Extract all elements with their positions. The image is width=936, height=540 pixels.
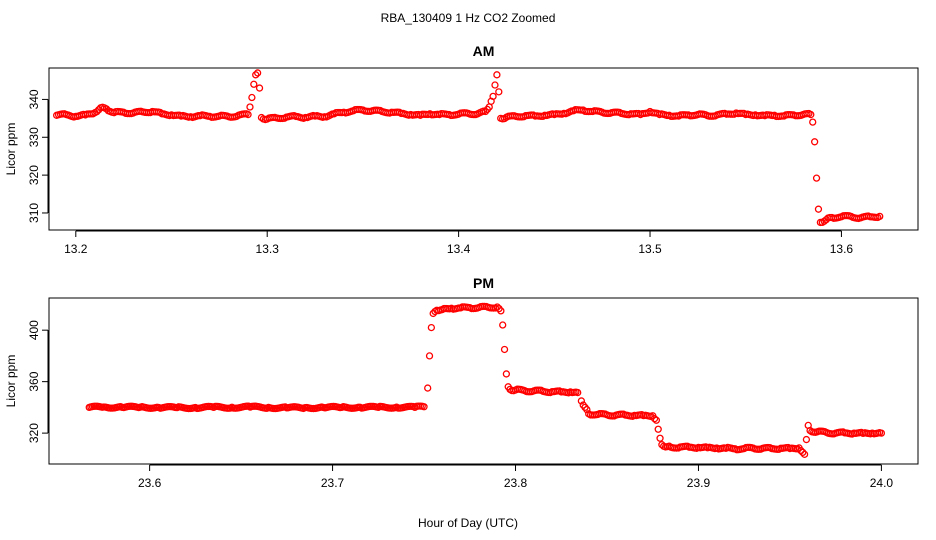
pm-data-point: [424, 384, 432, 392]
pm-data-point: [654, 425, 662, 433]
pm-x-tick-label: 23.8: [504, 476, 528, 490]
pm-data-point: [650, 415, 659, 423]
am-x-tick-label: 13.5: [638, 242, 662, 256]
am-data-point: [252, 71, 260, 79]
pm-data-point: [877, 429, 886, 437]
pm-y-tick-label: 400: [27, 320, 41, 340]
am-data-point: [253, 69, 262, 77]
pm-data-point: [577, 397, 586, 405]
am-data-points: [53, 69, 884, 227]
pm-data-point: [500, 345, 509, 354]
pm-data-point: [797, 446, 805, 455]
am-x-tick-label: 13.4: [447, 242, 471, 256]
pm-x-tick-label: 24.0: [870, 476, 894, 490]
am-data-point: [812, 174, 821, 182]
am-data-point: [250, 80, 258, 88]
pm-plot-frame: [48, 297, 919, 465]
pm-data-point: [493, 303, 501, 311]
pm-data-point: [499, 321, 507, 329]
am-data-point: [810, 138, 819, 146]
am-data-point: [248, 93, 256, 102]
pm-data-point: [800, 450, 809, 458]
figure-title: RBA_130409 1 Hz CO2 Zoomed: [381, 11, 556, 25]
pm-data-point: [574, 388, 582, 397]
panel-pm: PM 23.6 23.7 23.8 23.9 24.0 320 360 400 Licor ppm: [4, 275, 919, 490]
am-x-tick-label: 13.2: [64, 242, 88, 256]
am-data-point: [489, 92, 497, 101]
am-data-point: [481, 107, 490, 116]
pm-data-points: [85, 302, 886, 458]
am-y-tick-label: 330: [27, 127, 41, 147]
am-y-axis-label: Licor ppm: [4, 123, 18, 176]
pm-x-tick-label: 23.9: [687, 476, 711, 490]
pm-data-point: [583, 405, 591, 414]
am-data-point: [491, 81, 499, 89]
panel-am: AM 13.2 13.3 13.4 13.5 13.6 310 320 330 340 Licor …: [4, 43, 919, 256]
pm-data-point: [502, 370, 511, 378]
am-data-point: [814, 205, 823, 213]
pm-data-point: [427, 323, 436, 332]
am-data-point: [255, 84, 264, 92]
pm-data-point: [497, 307, 505, 315]
am-data-point: [809, 118, 817, 126]
pm-y-axis-label: Licor ppm: [4, 355, 18, 408]
am-data-point: [244, 110, 252, 119]
am-data-point: [493, 71, 501, 79]
pm-data-point: [652, 416, 661, 424]
am-data-point: [876, 212, 884, 221]
am-y-tick-label: 320: [27, 165, 41, 185]
am-x-tick-label: 13.3: [256, 242, 280, 256]
am-data-point: [495, 88, 503, 96]
am-data-point: [807, 110, 815, 119]
pm-y-tick-label: 320: [27, 423, 41, 443]
pm-panel-title: PM: [473, 275, 494, 291]
pm-x-tick-label: 23.7: [321, 476, 345, 490]
pm-y-tick-label: 360: [27, 371, 41, 391]
am-plot-frame: [48, 67, 919, 231]
pm-x-tick-label: 23.6: [138, 476, 162, 490]
am-data-point: [93, 108, 101, 116]
pm-data-point: [425, 352, 434, 360]
figure-x-axis-label: Hour of Day (UTC): [418, 516, 518, 530]
pm-data-point: [656, 434, 664, 442]
am-panel-title: AM: [473, 43, 495, 59]
am-data-point: [246, 103, 254, 111]
pm-data-point: [420, 403, 428, 411]
am-y-tick-label: 310: [27, 203, 41, 223]
am-x-tick-label: 13.6: [830, 242, 854, 256]
pm-data-point: [802, 435, 811, 444]
pm-data-point: [799, 448, 807, 457]
am-y-tick-label: 340: [27, 89, 41, 109]
